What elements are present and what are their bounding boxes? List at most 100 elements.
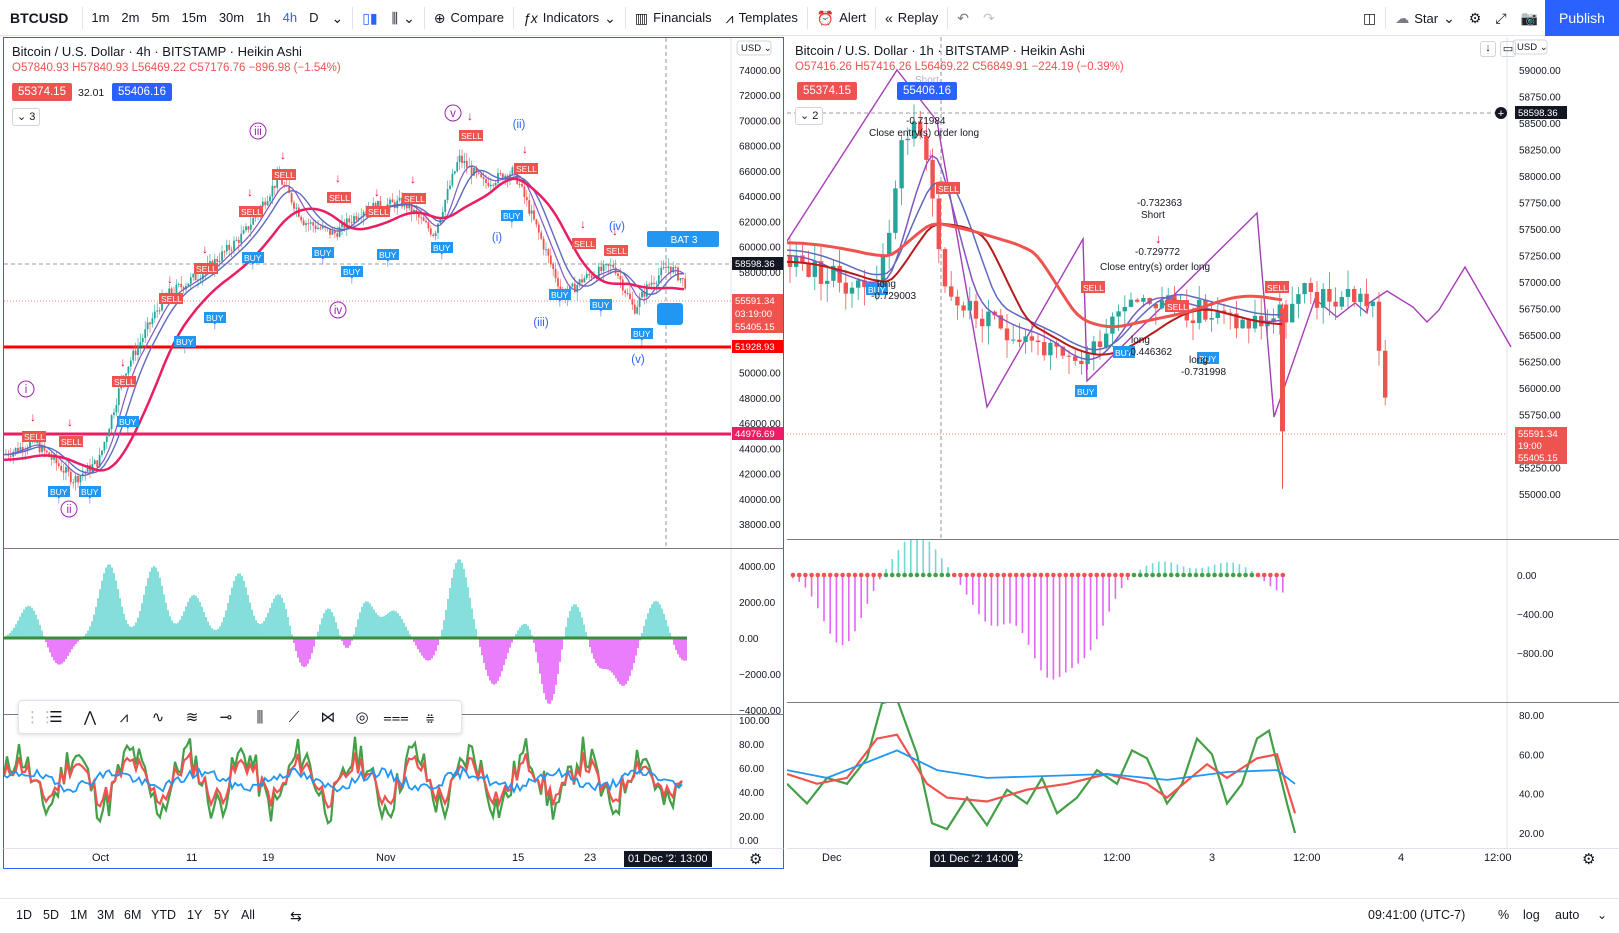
chevron-down-icon: ⌄	[403, 9, 415, 26]
zero-dot	[1100, 572, 1106, 578]
left-rsi-pane[interactable]: 100.00 80.00 60.00 40.00 20.00 0.00	[3, 714, 784, 848]
star-button[interactable]: ☁ Star ⌄	[1388, 0, 1462, 36]
candle-body	[880, 255, 886, 283]
right-legend-title[interactable]: Bitcoin / U.S. Dollar · 1h · BITSTAMP · …	[795, 43, 1085, 58]
clock-display[interactable]: 09:41:00 (UTC-7)	[1368, 908, 1466, 922]
compare-button[interactable]: ⊕ Compare	[427, 0, 511, 36]
gear-icon[interactable]: ⚙	[1582, 851, 1596, 868]
fib-retracement-icon[interactable]: ⩶	[383, 708, 409, 726]
interval-1m[interactable]: 1m	[91, 10, 110, 25]
right-sell-price[interactable]: 55374.15	[797, 82, 857, 100]
bid-price-tag	[1515, 451, 1567, 464]
candle-body	[794, 255, 799, 267]
fullscreen-button[interactable]: ⤢	[1488, 0, 1513, 36]
gear-icon[interactable]: ⚙	[749, 851, 763, 868]
left-legend-title[interactable]: Bitcoin / U.S. Dollar · 4h · BITSTAMP · …	[12, 44, 302, 59]
interval-1h[interactable]: 1h	[256, 10, 271, 25]
range-1y[interactable]: 1Y	[187, 908, 203, 922]
candle-body	[679, 278, 682, 281]
range-ytd[interactable]: YTD	[151, 908, 176, 922]
candle-body	[525, 197, 528, 201]
xabcd-pattern-icon[interactable]: ⋈	[320, 709, 336, 726]
collapse-panel-icon[interactable]: ⌄	[1597, 908, 1608, 922]
left-sell-price[interactable]: 55374.15	[12, 83, 72, 101]
interval-2m[interactable]: 2m	[121, 10, 140, 25]
replay-button[interactable]: « Replay	[878, 0, 945, 36]
candle-body	[521, 184, 523, 187]
right-buy-price[interactable]: 55406.16	[897, 82, 957, 100]
right-collapse-button[interactable]: ⌄ 2	[795, 107, 824, 125]
buy-signal	[549, 289, 571, 300]
last-price-tag-text: 55591.34	[1518, 429, 1558, 440]
separator	[82, 6, 84, 29]
symbol-search[interactable]: BTCUSD	[10, 9, 69, 26]
range-all[interactable]: All	[241, 908, 255, 922]
interval-5m[interactable]: 5m	[151, 10, 170, 25]
left-buy-price[interactable]: 55406.16	[112, 83, 172, 101]
range-5y[interactable]: 5Y	[214, 908, 230, 922]
drag-handle-icon[interactable]: ⋮⋮	[25, 709, 55, 726]
buy-signal	[341, 266, 363, 277]
interval-4h[interactable]: 4h	[282, 10, 298, 25]
candle-body	[1345, 288, 1351, 297]
currency-label: USD ⌄	[1517, 42, 1548, 53]
log-toggle[interactable]: log	[1523, 908, 1540, 922]
chart-type-button[interactable]: ⫼ ⌄	[385, 0, 422, 36]
range-1d[interactable]: 1D	[16, 908, 32, 922]
range-5d[interactable]: 5D	[43, 908, 59, 922]
left-price-chart[interactable]: 74000.00 72000.00 70000.00 68000.00 66000.00…	[4, 38, 784, 548]
range-6m[interactable]: 6M	[124, 908, 142, 922]
interval-dropdown[interactable]: ⌄	[324, 0, 350, 36]
left-collapse-button[interactable]: ⌄ 3	[12, 108, 41, 126]
layout-button[interactable]: ◫	[1356, 0, 1383, 36]
maximize-icon[interactable]: ▭	[1500, 41, 1516, 57]
range-1m[interactable]: 1M	[70, 908, 88, 922]
candle-body	[660, 267, 663, 276]
left-oscillator-pane[interactable]: 4000.00 2000.00 0.00 −2000.00 −4000.00	[3, 548, 784, 714]
templates-button[interactable]: ⩘ Templates	[719, 0, 805, 36]
candle-body	[674, 267, 677, 269]
percent-toggle[interactable]: %	[1498, 908, 1510, 922]
trend-line-icon[interactable]: ⟋	[288, 708, 300, 726]
publish-button[interactable]: Publish	[1545, 0, 1619, 36]
right-oscillator-chart[interactable]: 400.00 0.00 −400.00 −800.00	[787, 540, 1619, 702]
bars-pattern-icon[interactable]: ⫼	[256, 708, 264, 726]
left-oscillator-chart[interactable]: 4000.00 2000.00 0.00 −2000.00 −4000.00	[4, 549, 784, 714]
financials-button[interactable]: ▥ Financials	[628, 0, 719, 36]
horizontal-lines-icon[interactable]: ☰	[49, 709, 63, 726]
settings-button[interactable]: ⚙	[1462, 0, 1489, 36]
fib-channel-icon[interactable]: ⩷	[425, 708, 435, 726]
right-oscillator-pane[interactable]: 400.00 0.00 −400.00 −800.00	[787, 539, 1619, 702]
snapshot-button[interactable]: 📷	[1514, 0, 1545, 36]
candle-body	[1221, 310, 1227, 313]
bar-style-button[interactable]: ▯▮	[355, 0, 384, 36]
right-time-axis[interactable]: Dec 2 12:00 3 12:00 4 12:00 01 Dec '21 14:00 ⚙	[787, 848, 1619, 869]
scroll-down-icon[interactable]: ↓	[1480, 41, 1496, 57]
left-crosshair-date: 01 Dec '21	[624, 851, 685, 867]
goto-date-icon[interactable]: ⇆	[290, 908, 302, 924]
left-time-axis[interactable]: Oct 11 19 Nov 15 23 01 Dec '21 13:00 ⚙	[3, 848, 784, 869]
wave-pattern-icon[interactable]: ⩘	[119, 708, 129, 726]
right-main-pane[interactable]: 59000.00 58750.00 58500.00 58250.00 58000.00…	[787, 37, 1619, 539]
indicators-button[interactable]: ƒx Indicators ⌄	[516, 0, 623, 36]
fib-spiral-icon[interactable]: ◎	[355, 709, 369, 726]
interval-30m[interactable]: 30m	[218, 10, 245, 25]
undo-button[interactable]: ↶	[950, 0, 976, 36]
left-main-pane[interactable]: 74000.00 72000.00 70000.00 68000.00 66000.00…	[3, 37, 784, 548]
price-axis-label: 59000.00	[1519, 66, 1561, 77]
abc-pattern-icon[interactable]: ⋀	[83, 709, 97, 726]
interval-D[interactable]: D	[309, 10, 319, 25]
sell-signal-label: SELL	[274, 170, 295, 180]
right-price-chart[interactable]: 59000.00 58750.00 58500.00 58250.00 58000.00…	[787, 37, 1619, 539]
left-rsi-chart[interactable]: 100.00 80.00 60.00 40.00 20.00 0.00	[4, 715, 784, 848]
right-rsi-pane[interactable]: 80.00 60.00 40.00 20.00	[787, 702, 1619, 848]
alert-button[interactable]: ⏰ Alert	[810, 0, 873, 36]
auto-toggle[interactable]: auto	[1555, 908, 1580, 922]
interval-15m[interactable]: 15m	[181, 10, 207, 25]
range-3m[interactable]: 3M	[97, 908, 115, 922]
path-icon[interactable]: ∿	[151, 709, 165, 726]
redo-button[interactable]: ↷	[976, 0, 1002, 36]
forecast-icon[interactable]: ≋	[185, 709, 199, 726]
right-rsi-chart[interactable]: 80.00 60.00 40.00 20.00	[787, 703, 1619, 848]
horizontal-ray-icon[interactable]: ⊸	[219, 709, 233, 726]
